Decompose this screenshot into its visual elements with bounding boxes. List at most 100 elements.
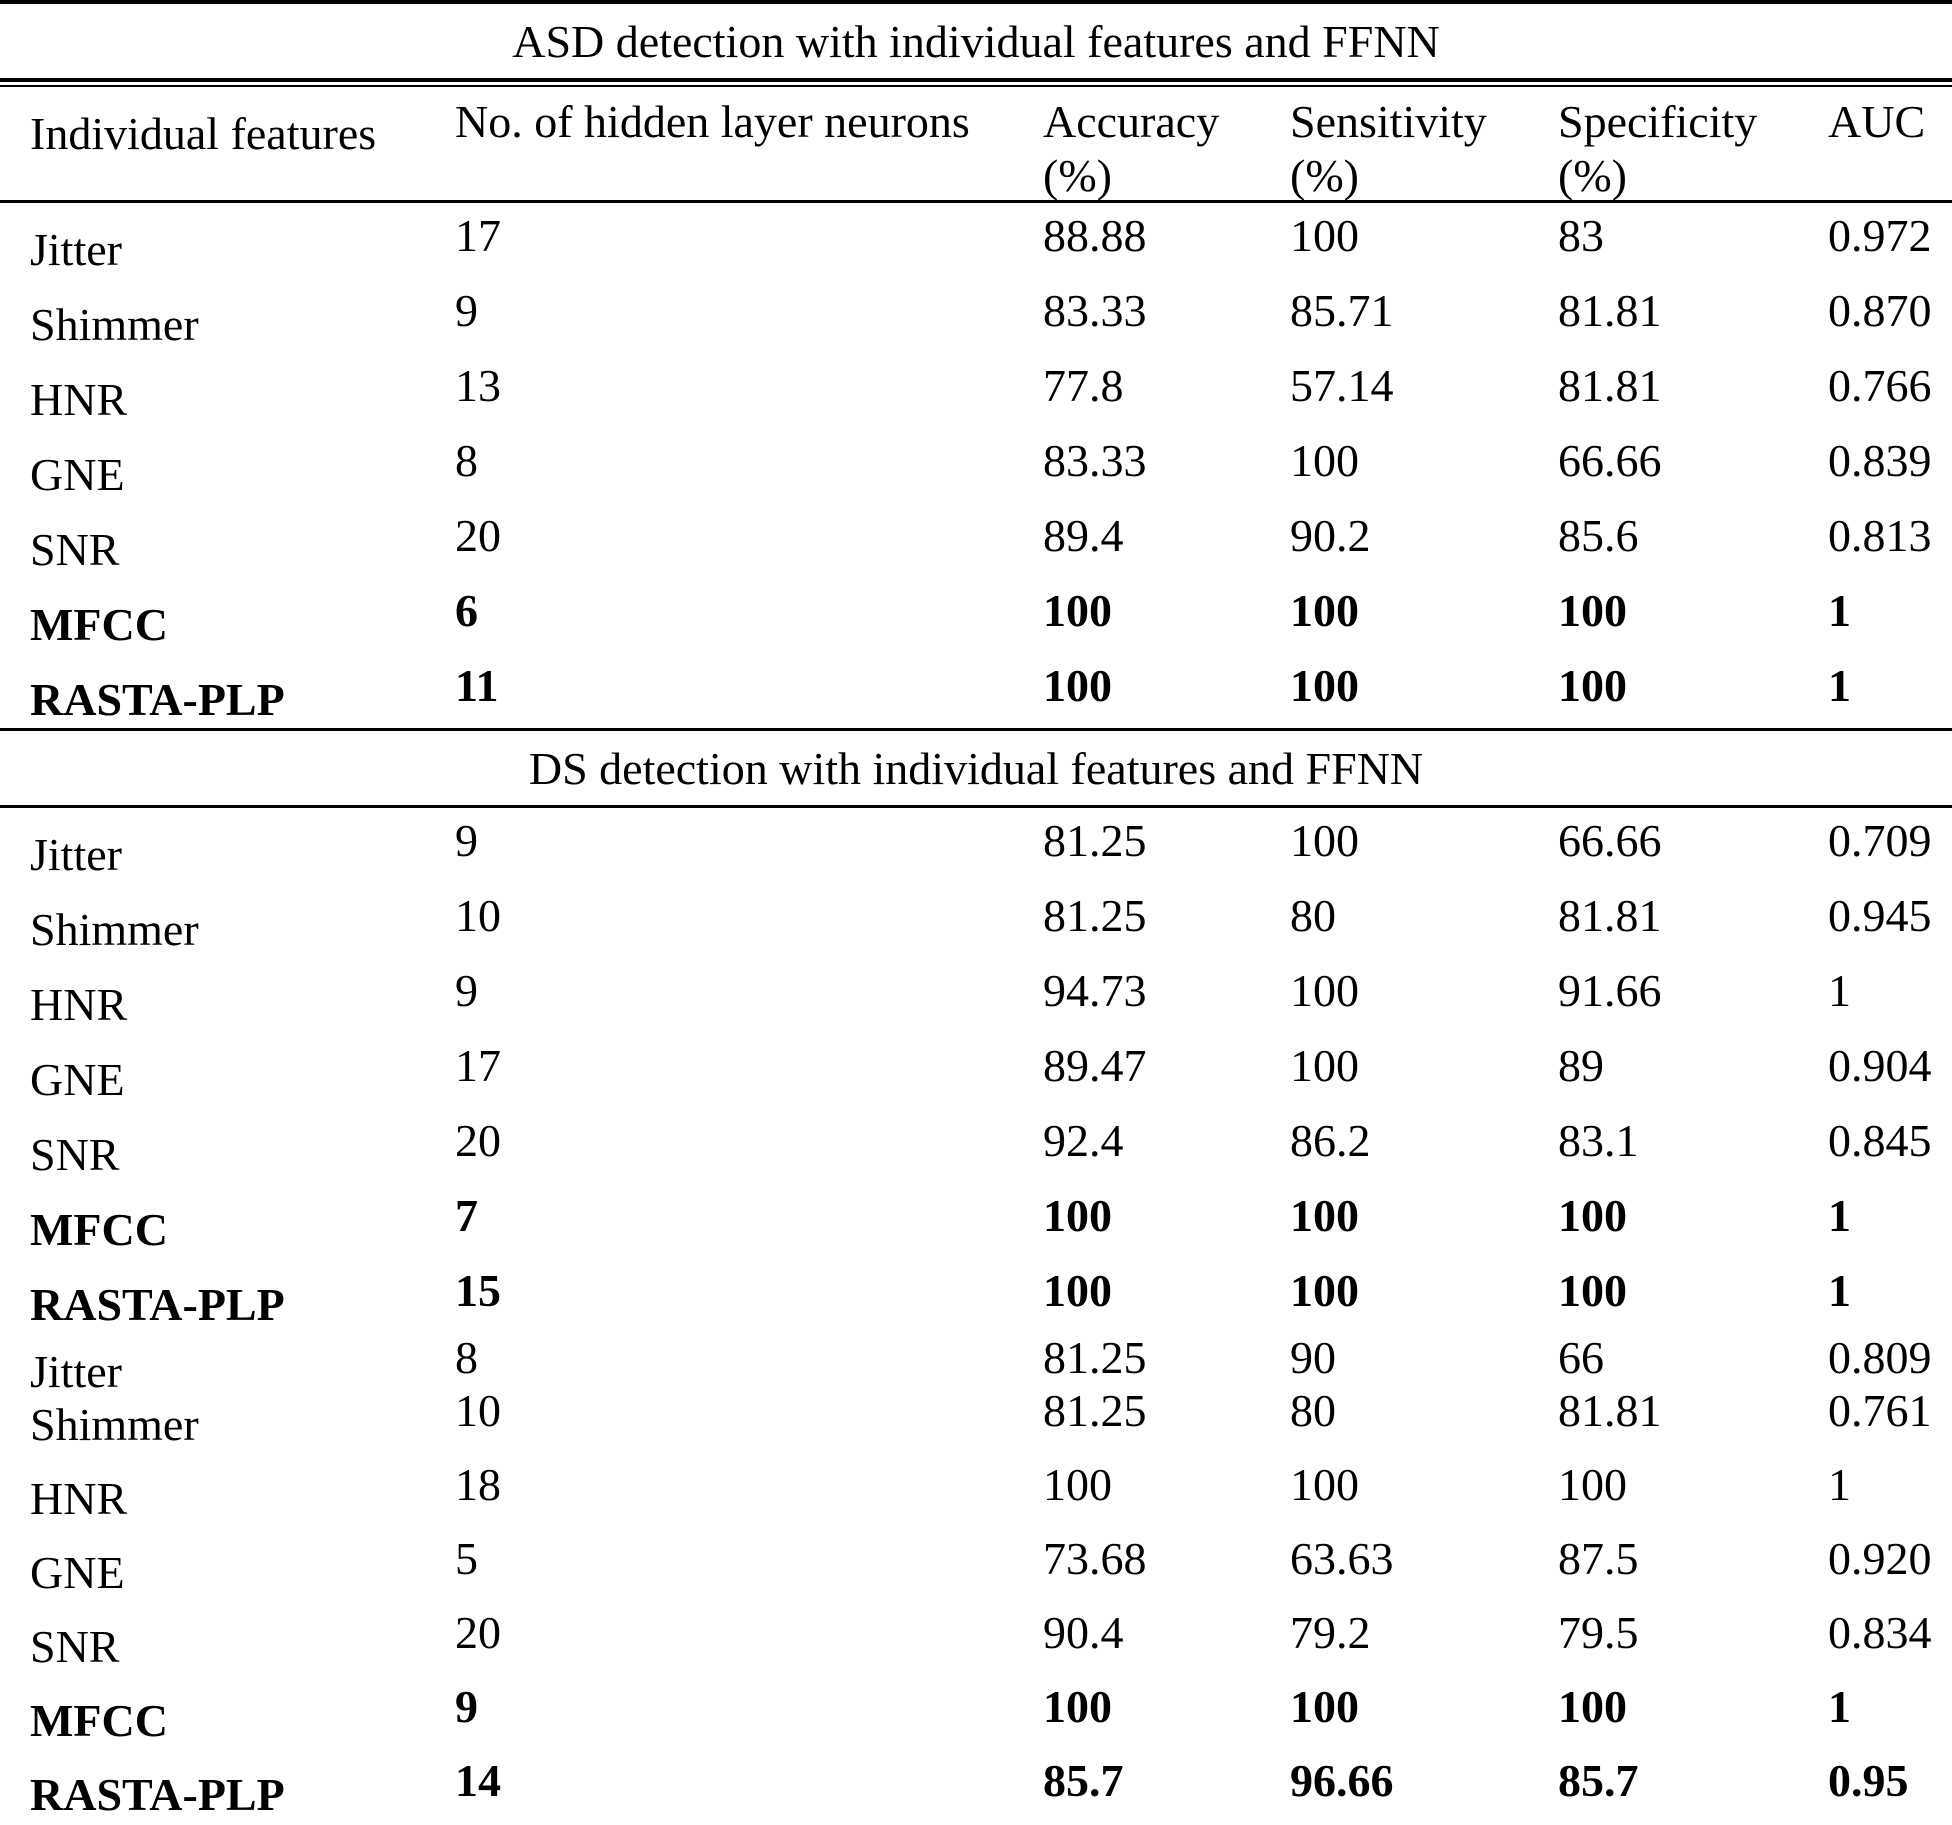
cell-accuracy: 77.8	[1043, 360, 1124, 412]
table-row: GNE 17 89.47 100 89 0.904	[0, 1033, 1952, 1108]
cell-neurons: 11	[455, 660, 499, 712]
cell-feature: HNR	[30, 979, 128, 1031]
cell-auc: 0.813	[1828, 510, 1932, 562]
cell-sensitivity: 79.2	[1290, 1607, 1371, 1659]
cell-sensitivity: 90.2	[1290, 510, 1371, 562]
cell-sensitivity: 100	[1290, 1190, 1359, 1242]
ds-title-rule	[0, 805, 1952, 808]
section-title-ds: DS detection with individual features an…	[0, 731, 1952, 805]
cell-accuracy: 100	[1043, 1681, 1112, 1733]
cell-auc: 1	[1828, 585, 1851, 637]
table-row: MFCC 9 100 100 100 1	[0, 1675, 1952, 1749]
cell-sensitivity: 100	[1290, 1681, 1359, 1733]
cell-feature: SNR	[30, 524, 120, 576]
table-row: SNR 20 89.4 90.2 85.6 0.813	[0, 503, 1952, 578]
cell-accuracy: 100	[1043, 1459, 1112, 1511]
table-row: HNR 13 77.8 57.14 81.81 0.766	[0, 353, 1952, 428]
cell-feature: RASTA-PLP	[30, 1769, 285, 1821]
cell-sensitivity: 100	[1290, 660, 1359, 712]
cell-specificity: 100	[1558, 1459, 1627, 1511]
cell-specificity: 81.81	[1558, 360, 1662, 412]
col-header-sensitivity-label: Sensitivity	[1290, 96, 1487, 147]
cell-neurons: 8	[455, 1332, 478, 1383]
table-row: Shimmer 10 81.25 80 81.81 0.761	[0, 1379, 1952, 1453]
top-rule	[0, 0, 1952, 4]
cell-neurons: 13	[455, 360, 501, 412]
col-header-accuracy: Accuracy (%)	[1043, 87, 1290, 203]
cell-specificity: 66	[1558, 1332, 1604, 1383]
cell-auc: 1	[1828, 1265, 1851, 1317]
cell-sensitivity: 100	[1290, 585, 1359, 637]
cell-sensitivity: 100	[1290, 1459, 1359, 1511]
cell-feature: Jitter	[30, 829, 122, 881]
cell-auc: 0.709	[1828, 815, 1932, 867]
cell-accuracy: 81.25	[1043, 815, 1147, 867]
table-row: HNR 9 94.73 100 91.66 1	[0, 958, 1952, 1033]
col-header-features: Individual features	[30, 108, 377, 159]
cell-feature: MFCC	[30, 1204, 168, 1256]
cell-feature: MFCC	[30, 1695, 168, 1747]
cell-auc: 0.845	[1828, 1115, 1932, 1167]
cell-sensitivity: 100	[1290, 210, 1359, 262]
table-row: SNR 20 90.4 79.2 79.5 0.834	[0, 1601, 1952, 1675]
cell-neurons: 15	[455, 1265, 501, 1317]
cell-accuracy: 92.4	[1043, 1115, 1124, 1167]
cell-auc: 1	[1828, 660, 1851, 712]
table-row: GNE 8 83.33 100 66.66 0.839	[0, 428, 1952, 503]
col-header-sensitivity: Sensitivity (%)	[1290, 87, 1558, 203]
cell-feature: Shimmer	[30, 299, 199, 351]
cell-specificity: 89	[1558, 1040, 1604, 1092]
cell-neurons: 6	[455, 585, 478, 637]
cell-accuracy: 100	[1043, 1265, 1112, 1317]
cell-accuracy: 88.88	[1043, 210, 1147, 262]
cell-accuracy: 100	[1043, 660, 1112, 712]
cell-sensitivity: 86.2	[1290, 1115, 1371, 1167]
col-header-accuracy-label: Accuracy	[1043, 96, 1220, 147]
accuracy-percent-unit: (%)	[1043, 150, 1112, 201]
table-row: Shimmer 10 81.25 80 81.81 0.945	[0, 883, 1952, 958]
cell-feature: RASTA-PLP	[30, 1279, 285, 1331]
cell-feature: GNE	[30, 1054, 125, 1106]
cell-specificity: 100	[1558, 1190, 1627, 1242]
cell-neurons: 20	[455, 1607, 501, 1659]
cell-feature: SNR	[30, 1129, 120, 1181]
cell-specificity: 87.5	[1558, 1533, 1639, 1585]
cell-feature: GNE	[30, 1547, 125, 1599]
cell-feature: Shimmer	[30, 904, 199, 956]
cell-auc: 0.95	[1828, 1755, 1909, 1807]
table-row: Jitter 17 88.88 100 83 0.972	[0, 203, 1952, 278]
section-divider-rule	[0, 728, 1952, 731]
cell-accuracy: 81.25	[1043, 1332, 1147, 1383]
cell-accuracy: 83.33	[1043, 435, 1147, 487]
cell-specificity: 79.5	[1558, 1607, 1639, 1659]
cell-accuracy: 81.25	[1043, 1385, 1147, 1437]
cell-neurons: 20	[455, 510, 501, 562]
cell-feature: Jitter	[30, 1346, 122, 1397]
cell-specificity: 85.7	[1558, 1755, 1639, 1807]
cell-neurons: 14	[455, 1755, 501, 1807]
double-rule	[0, 78, 1952, 87]
cell-specificity: 100	[1558, 1681, 1627, 1733]
cell-sensitivity: 63.63	[1290, 1533, 1394, 1585]
cell-auc: 0.904	[1828, 1040, 1932, 1092]
cell-auc: 0.839	[1828, 435, 1932, 487]
cell-neurons: 20	[455, 1115, 501, 1167]
cell-accuracy: 89.47	[1043, 1040, 1147, 1092]
cell-auc: 0.945	[1828, 890, 1932, 942]
table-row: MFCC 7 100 100 100 1	[0, 1183, 1952, 1258]
cell-neurons: 18	[455, 1459, 501, 1511]
cell-feature: Jitter	[30, 224, 122, 276]
table-row: RASTA-PLP 11 100 100 100 1	[0, 653, 1952, 728]
cell-accuracy: 100	[1043, 585, 1112, 637]
cell-auc: 1	[1828, 1681, 1851, 1733]
cell-sensitivity: 90	[1290, 1332, 1336, 1383]
cell-neurons: 8	[455, 435, 478, 487]
cell-auc: 0.766	[1828, 360, 1932, 412]
table-row: Jitter 9 81.25 100 66.66 0.709	[0, 808, 1952, 883]
cell-accuracy: 81.25	[1043, 890, 1147, 942]
cell-sensitivity: 80	[1290, 890, 1336, 942]
table-row: RASTA-PLP 14 85.7 96.66 85.7 0.95	[0, 1749, 1952, 1823]
cell-feature: HNR	[30, 1473, 128, 1525]
cell-accuracy: 94.73	[1043, 965, 1147, 1017]
